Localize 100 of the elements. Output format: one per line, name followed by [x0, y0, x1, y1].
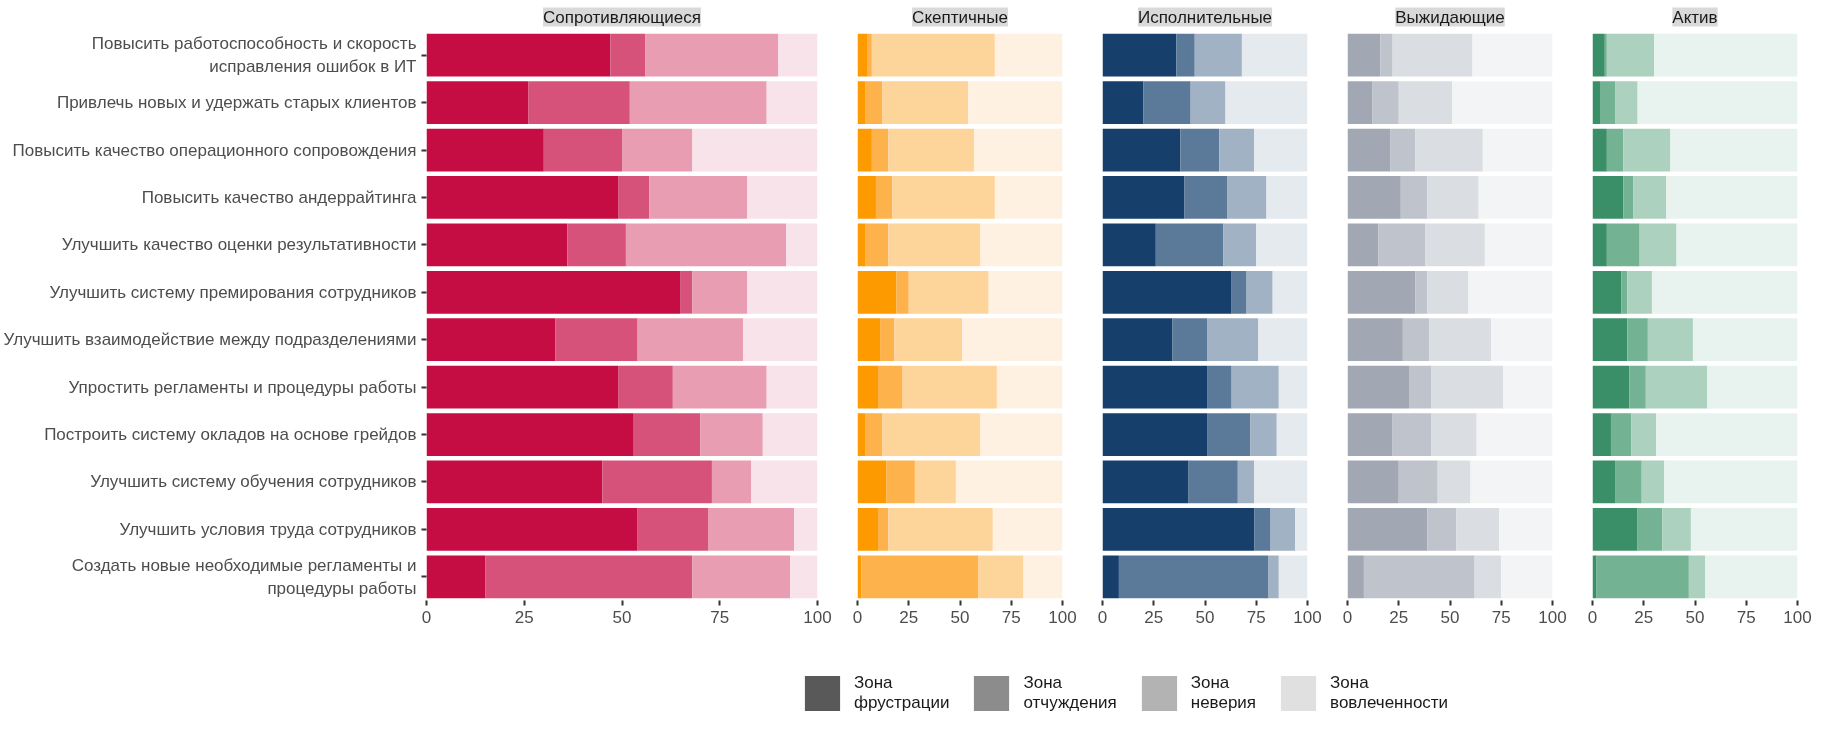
bar: [528, 81, 630, 124]
x-tick-label: 50: [612, 607, 632, 627]
bar: [426, 508, 638, 551]
bar: [1102, 176, 1185, 219]
bar: [426, 413, 634, 456]
bar: [1670, 128, 1798, 172]
bar: [1223, 223, 1257, 267]
bar: [1468, 270, 1553, 314]
bar: [794, 508, 818, 551]
bar: [1207, 318, 1259, 362]
bar: [1402, 318, 1430, 362]
bar: [878, 508, 889, 551]
bar: [888, 128, 975, 172]
y-tick-label: Привлечь новых и удержать старых клиентов: [56, 93, 417, 113]
bar: [1246, 270, 1273, 314]
y-tick-label: Создать новые необходимые регламенты и процедуры работы: [71, 555, 417, 598]
bar: [1347, 365, 1409, 409]
bar: [896, 270, 909, 314]
bar: [1227, 176, 1267, 219]
bar: [1250, 413, 1277, 456]
bar: [618, 176, 650, 219]
bar: [1592, 81, 1601, 124]
bar: [1190, 81, 1226, 124]
y-tick-label: Повысить работоспособность и скорость исправления ошибок в ИТ: [91, 34, 417, 77]
bar: [1606, 33, 1654, 77]
bar: [1592, 33, 1605, 77]
bar: [1592, 270, 1622, 314]
bar: [1118, 555, 1269, 599]
bar: [1188, 460, 1238, 504]
bar: [1604, 33, 1607, 77]
bar: [857, 81, 866, 124]
bar: [1592, 460, 1616, 504]
bar: [1615, 460, 1642, 504]
bar: [1606, 223, 1640, 267]
bar: [878, 365, 903, 409]
bar: [1610, 413, 1632, 456]
bar: [1474, 555, 1502, 599]
chart-title: Скептичные: [912, 7, 1008, 27]
bar: [426, 176, 619, 219]
bar: [708, 508, 795, 551]
bar: [865, 81, 883, 124]
bar: [1143, 81, 1191, 124]
bar: [1656, 413, 1798, 456]
bar: [1470, 460, 1553, 504]
bar: [1254, 508, 1271, 551]
bar: [1427, 176, 1479, 219]
bar: [625, 223, 787, 267]
bar: [1592, 508, 1638, 551]
bar: [857, 33, 868, 77]
bar: [1690, 508, 1798, 551]
bar: [892, 176, 995, 219]
y-tick-label: Повысить качество операционного сопровождения: [12, 140, 417, 160]
bar: [680, 270, 693, 314]
x-tick-label: 75: [710, 607, 730, 627]
bar: [1347, 508, 1428, 551]
bar: [861, 555, 979, 599]
bar: [711, 460, 752, 504]
bar: [857, 223, 866, 267]
bar: [857, 270, 897, 314]
bar: [766, 81, 818, 124]
x-tick-label: 50: [1195, 607, 1215, 627]
chart-title: Исполнительные: [1137, 7, 1273, 27]
bar: [1231, 270, 1246, 314]
chart-title: Сопротивляющиеся: [543, 7, 701, 27]
bar: [1347, 223, 1379, 267]
x-tick-label: 50: [1440, 607, 1460, 627]
bar: [857, 128, 872, 172]
bar: [1272, 270, 1308, 314]
bar: [1266, 176, 1308, 219]
x-tick-label: 0: [421, 607, 432, 627]
bar: [865, 413, 883, 456]
bar: [1631, 413, 1657, 456]
bar: [1592, 413, 1611, 456]
bar: [1102, 555, 1119, 599]
bar: [637, 508, 709, 551]
x-tick-label: 100: [803, 607, 832, 627]
bar: [902, 365, 997, 409]
bar: [1347, 413, 1393, 456]
x-tick-label: 75: [1246, 607, 1266, 627]
bar: [1172, 318, 1208, 362]
bar: [1219, 128, 1255, 172]
x-tick-label: 0: [852, 607, 863, 627]
bar: [857, 460, 887, 504]
y-tick-label: Построить систему окладов на основе грейдов: [44, 425, 417, 445]
bar: [1102, 128, 1181, 172]
bar: [645, 33, 779, 77]
bar: [743, 318, 818, 362]
x-tick-label: 50: [950, 607, 970, 627]
bar: [1378, 223, 1426, 267]
bar: [1429, 318, 1491, 362]
bar: [888, 508, 993, 551]
bar: [1427, 270, 1469, 314]
bar: [485, 555, 693, 599]
bar: [1623, 176, 1634, 219]
bar: [1254, 128, 1308, 172]
bar: [955, 460, 1063, 504]
y-tick-label: Упростить регламенты и процедуры работы: [68, 377, 417, 397]
bar: [1409, 365, 1432, 409]
bar: [1278, 365, 1308, 409]
category-label: Зона отчуждения: [1023, 673, 1117, 713]
